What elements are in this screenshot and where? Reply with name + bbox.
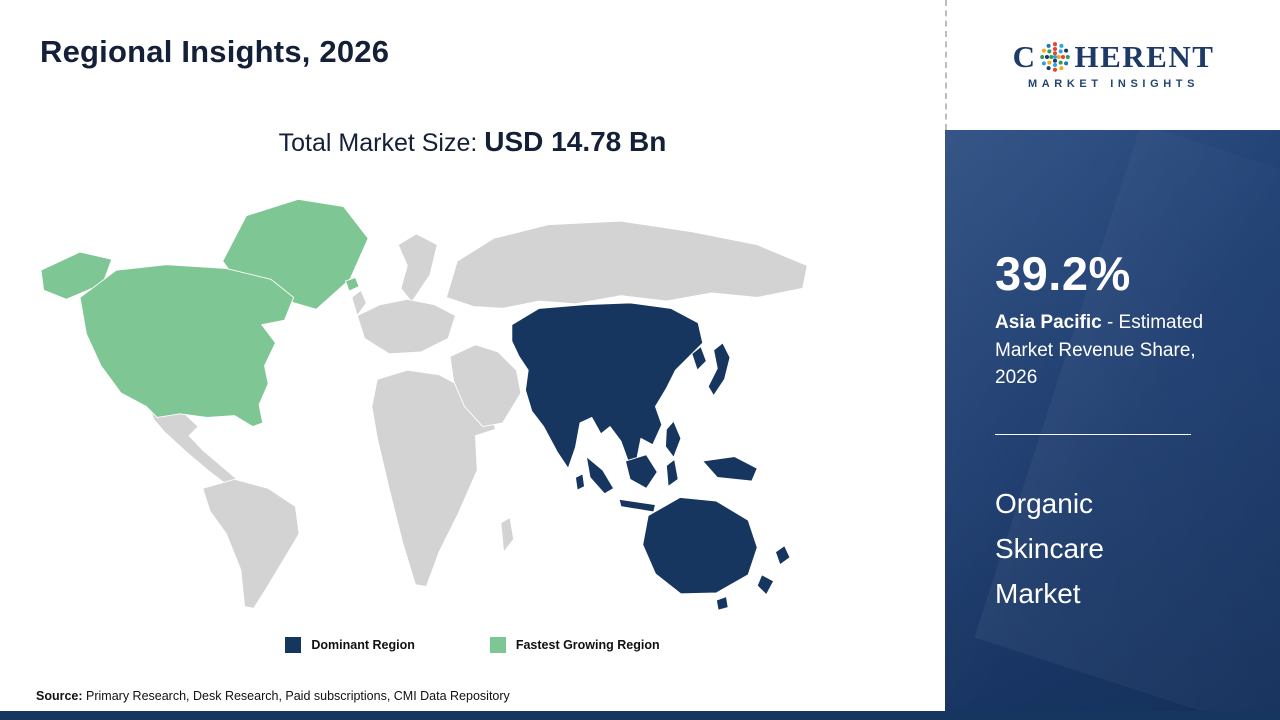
info-panel: 39.2% Asia Pacific - Estimated Market Re… [945,130,1280,720]
dominant-swatch-icon [285,637,302,653]
region-europe [356,298,456,355]
legend-item-dominant: Dominant Region [285,637,415,653]
region-uk [351,289,367,317]
region-madagascar [500,517,515,553]
world-map [30,188,830,616]
total-market-size-label: Total Market Size: [278,129,485,157]
fastest-swatch-icon [489,637,506,653]
region-russia [445,220,808,309]
region-japan [707,342,731,397]
world-map-svg [40,198,808,611]
page-title: Regional Insights, 2026 [40,34,390,69]
brand-logo-suffix: HERENT [1074,39,1215,74]
share-desc-text: - Estimated Market Revenue Share, 2026 [995,312,1204,389]
region-australia [642,497,758,595]
main-column: Regional Insights, 2026 Total Market Siz… [0,34,945,703]
brand-logo-prefix: C [1012,39,1037,74]
total-market-size-value: USD 14.78 Bn [484,126,667,157]
market-title: Organic Skincare Market [995,487,1104,610]
region-iceland [345,277,360,292]
share-region: Asia Pacific [995,312,1102,333]
region-philippines [664,420,682,458]
source-text: Primary Research, Desk Research, Paid su… [82,689,510,703]
region-korea [691,346,707,371]
region-north-america [79,264,295,427]
right-column: C HERENT MARKET IN [945,0,1280,720]
brand-logo: C HERENT MARKET IN [945,0,1280,130]
source-label: Source: [36,689,83,703]
share-description: Asia Pacific - Estimated Market Revenue … [995,309,1233,392]
region-sumatra [585,456,615,495]
region-tasmania [715,596,729,611]
legend-item-fastest: Fastest Growing Region [489,637,660,653]
bottom-accent-bar [0,711,1280,720]
region-new-guinea [702,456,758,482]
legend-dominant-label: Dominant Region [311,638,415,652]
coherent-logo-o-dots-icon [1040,41,1071,72]
region-java [618,498,656,513]
legend-fastest-label: Fastest Growing Region [515,638,660,652]
region-south-america [202,478,300,609]
brand-logo-tagline: MARKET INSIGHTS [1027,77,1200,90]
region-middle-east [449,344,522,427]
source-line: Source: Primary Research, Desk Research,… [36,689,510,703]
region-borneo [624,454,658,489]
region-new-zealand-north [774,545,791,566]
region-mexico-central-america [149,404,240,489]
legend-row: Dominant Region Fastest Growing Region [0,637,945,653]
region-new-zealand-south [756,574,775,596]
region-sulawesi [665,458,679,487]
region-sri-lanka [574,473,585,491]
brand-logo-wordmark: C HERENT [1013,41,1215,73]
total-market-size-line: Total Market Size: USD 14.78 Bn [0,126,945,158]
share-value: 39.2% [995,247,1131,300]
panel-divider [995,433,1191,435]
region-scandinavia [397,233,438,303]
